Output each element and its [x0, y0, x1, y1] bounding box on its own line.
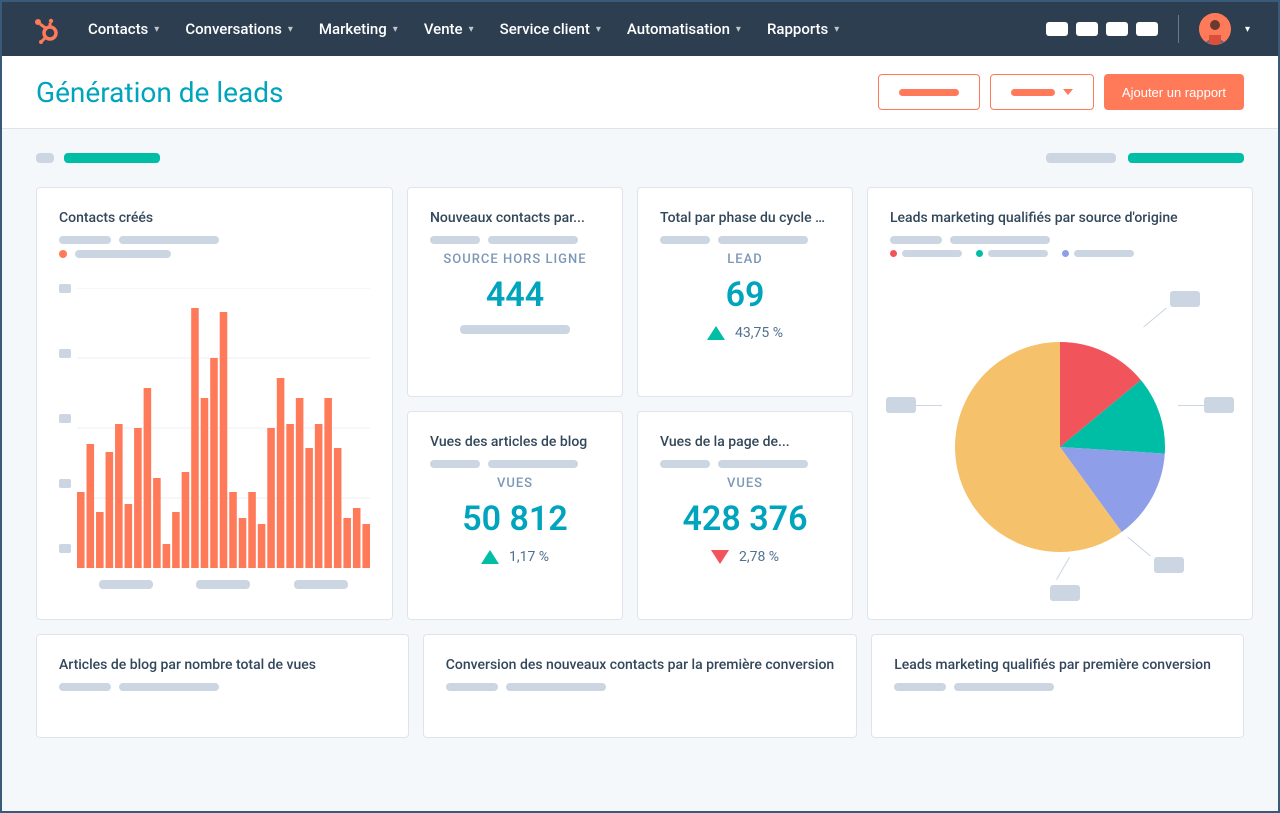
add-report-button[interactable]: Ajouter un rapport: [1104, 74, 1244, 110]
nav-items: Contacts▾ Conversations▾ Marketing▾ Vent…: [88, 20, 839, 38]
filter-bar: [2, 129, 1278, 173]
card-title: Total par phase du cycle de...: [660, 210, 830, 226]
card-title: Contacts créés: [59, 210, 370, 226]
chevron-down-icon: ▾: [393, 24, 398, 35]
nav-quick-action-1[interactable]: [1046, 22, 1068, 36]
chevron-down-icon: ▾: [596, 24, 601, 35]
filter-option-1[interactable]: [1046, 153, 1116, 163]
top-nav: Contacts▾ Conversations▾ Marketing▾ Vent…: [2, 2, 1278, 56]
filter-option-2[interactable]: [1128, 153, 1244, 163]
filter-active[interactable]: [64, 153, 160, 163]
trend-pct: 43,75 %: [735, 325, 783, 341]
nav-conversations[interactable]: Conversations▾: [185, 20, 293, 38]
card-metric-lifecycle: Total par phase du cycle de... LEAD 69 4…: [637, 187, 853, 397]
dashboard-grid: Contacts créés Nouveaux contacts par... …: [2, 173, 1278, 634]
chevron-down-icon: ▾: [288, 24, 293, 35]
nav-right: ▾: [1046, 13, 1250, 45]
card-conversion: Conversion des nouveaux contacts par la …: [423, 634, 857, 738]
trend-up-icon: [707, 326, 725, 340]
dashboard-bottom-row: Articles de blog par nombre total de vue…: [2, 634, 1278, 752]
card-title: Vues de la page de...: [660, 434, 830, 450]
card-metric-blog-views: Vues des articles de blog VUES 50 812 1,…: [407, 411, 623, 621]
chevron-down-icon: ▾: [736, 24, 741, 35]
card-metric-page-views: Vues de la page de... VUES 428 376 2,78 …: [637, 411, 853, 621]
bar-chart: [59, 288, 370, 568]
page-title: Génération de leads: [36, 76, 283, 109]
card-mql-by-source: Leads marketing qualifiés par source d'o…: [867, 187, 1253, 620]
nav-rapports[interactable]: Rapports▾: [767, 20, 839, 38]
card-title: Conversion des nouveaux contacts par la …: [446, 657, 834, 673]
header-action-dropdown[interactable]: [990, 74, 1094, 110]
pie-slice-label: [1050, 585, 1080, 601]
user-avatar[interactable]: [1199, 13, 1231, 45]
card-mql-first-conversion: Leads marketing qualifiés par première c…: [871, 634, 1244, 738]
chevron-down-icon: ▾: [469, 24, 474, 35]
chevron-down-icon: ▾: [154, 24, 159, 35]
metric-label: LEAD: [660, 252, 830, 267]
metric-value: 50 812: [430, 499, 600, 539]
header-actions: Ajouter un rapport: [878, 74, 1244, 110]
metric-label: VUES: [430, 476, 600, 491]
nav-marketing[interactable]: Marketing▾: [319, 20, 398, 38]
card-title: Articles de blog par nombre total de vue…: [59, 657, 386, 673]
hubspot-logo[interactable]: [30, 14, 60, 44]
metric-label: SOURCE HORS LIGNE: [430, 252, 600, 267]
chevron-down-icon: ▾: [834, 24, 839, 35]
card-contacts-created: Contacts créés: [36, 187, 393, 620]
card-title: Vues des articles de blog: [430, 434, 600, 450]
pie-slice-label: [886, 397, 916, 413]
trend-up-icon: [481, 550, 499, 564]
pie-slice-label: [1204, 397, 1234, 413]
pie-legend: [890, 250, 1230, 257]
card-blog-articles: Articles de blog par nombre total de vue…: [36, 634, 409, 738]
nav-service-client[interactable]: Service client▾: [500, 20, 601, 38]
nav-contacts[interactable]: Contacts▾: [88, 20, 159, 38]
filter-chip[interactable]: [36, 153, 54, 163]
page-header: Génération de leads Ajouter un rapport: [2, 56, 1278, 129]
pie-chart: [890, 297, 1230, 597]
card-title: Nouveaux contacts par...: [430, 210, 600, 226]
nav-quick-action-2[interactable]: [1076, 22, 1098, 36]
header-action-1[interactable]: [878, 74, 980, 110]
metric-value: 444: [430, 275, 600, 315]
metric-value: 428 376: [660, 499, 830, 539]
trend-pct: 2,78 %: [739, 549, 779, 565]
pie-slice-label: [1154, 557, 1184, 573]
card-title: Leads marketing qualifiés par source d'o…: [890, 210, 1230, 226]
metric-value: 69: [660, 275, 830, 315]
chevron-down-icon[interactable]: ▾: [1245, 24, 1250, 35]
nav-vente[interactable]: Vente▾: [424, 20, 474, 38]
nav-automatisation[interactable]: Automatisation▾: [627, 20, 741, 38]
nav-quick-action-3[interactable]: [1106, 22, 1128, 36]
card-metric-new-contacts: Nouveaux contacts par... SOURCE HORS LIG…: [407, 187, 623, 397]
nav-quick-action-4[interactable]: [1136, 22, 1158, 36]
pie-slice-label: [1170, 291, 1200, 307]
trend-pct: 1,17 %: [509, 549, 549, 565]
trend-down-icon: [711, 550, 729, 564]
metric-label: VUES: [660, 476, 830, 491]
card-title: Leads marketing qualifiés par première c…: [894, 657, 1221, 673]
